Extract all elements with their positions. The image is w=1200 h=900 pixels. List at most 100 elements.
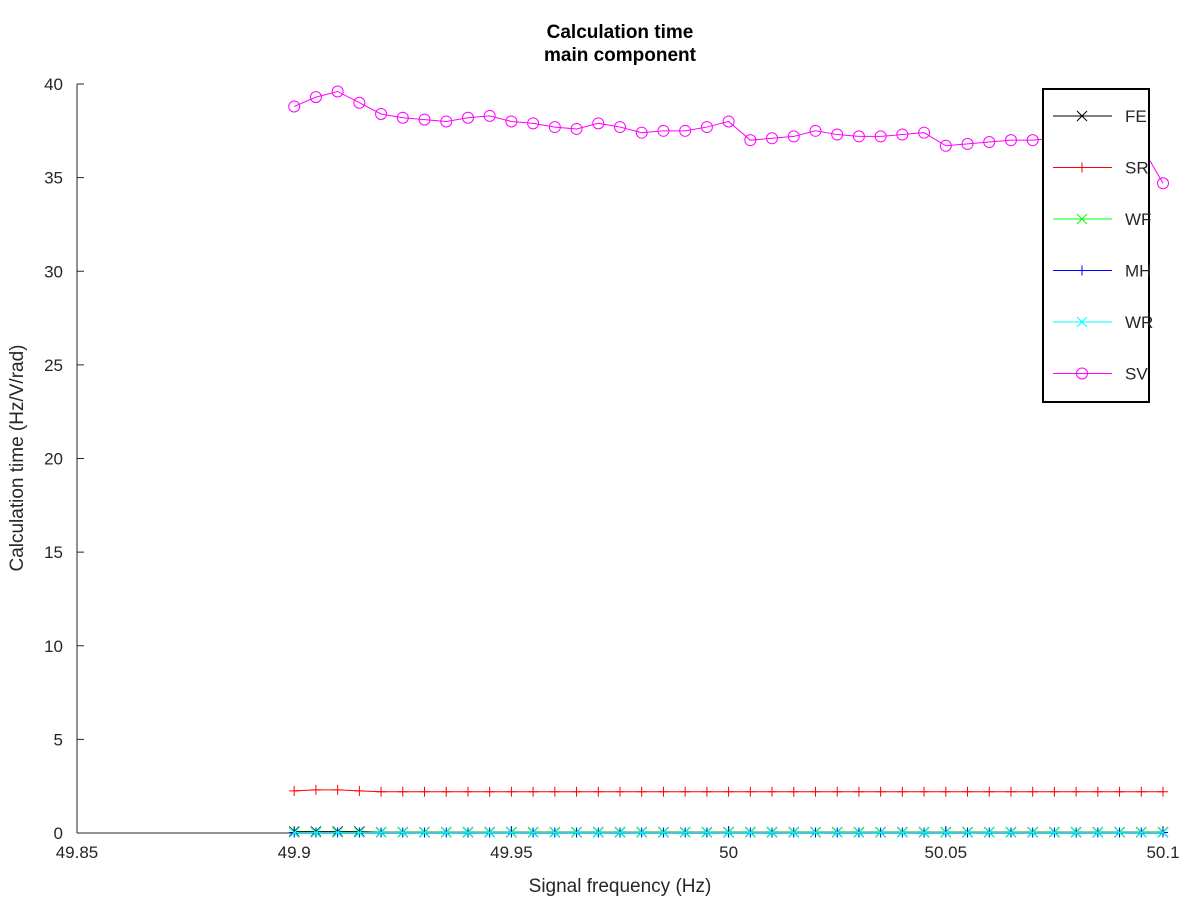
series-wr-point: [679, 827, 691, 838]
series-sv-point: [983, 136, 996, 149]
series-sv-point: [461, 111, 474, 124]
series-sv-point: [353, 96, 366, 109]
series-sr-point: [1114, 786, 1125, 797]
series-sr-point: [636, 786, 647, 797]
series-sv-point: [635, 126, 648, 139]
legend-swatch-marker: [1076, 367, 1088, 380]
series-sr-point: [788, 786, 799, 797]
series-sv-point: [570, 122, 583, 135]
series-wr-point: [484, 827, 496, 838]
series-sr-point: [984, 786, 995, 797]
series-sv-point: [809, 124, 822, 137]
series-sr-point: [810, 786, 821, 797]
series-sr-point: [289, 785, 300, 796]
series-wr: [288, 827, 1169, 838]
series-sr-point: [767, 786, 778, 797]
series-sr-point: [1158, 786, 1168, 797]
tick-marks: 49.85 49.9 49.95 50 50.05 50.1 0 5 10 15 20 25 30 35 4…: [44, 75, 1179, 862]
series-wr-point: [527, 827, 539, 838]
series-wr-point: [1092, 827, 1104, 838]
x-tick-label: 50: [719, 843, 738, 862]
series-wr-point: [592, 827, 604, 838]
legend-entry-fe: FE: [1053, 107, 1147, 126]
series-sv-point: [1157, 177, 1169, 190]
series-sr-point: [832, 786, 843, 797]
series-sr-point: [723, 786, 734, 797]
series-sr-point: [310, 784, 321, 795]
y-tick-label: 15: [44, 543, 63, 562]
series-wr-point: [1157, 827, 1169, 838]
series-sv-point: [440, 115, 453, 128]
x-tick-label: 49.85: [56, 843, 99, 862]
legend-entry-mh: MH: [1053, 262, 1151, 281]
legend-label-fe: FE: [1125, 107, 1147, 126]
series-sr-point: [1092, 786, 1103, 797]
legend-entry-wr: WR: [1053, 313, 1153, 332]
series-wr-point: [354, 827, 365, 838]
series-wr-point: [788, 827, 800, 838]
y-tick-label: 5: [54, 730, 63, 749]
series-sv-point: [375, 107, 388, 120]
series-sv-point: [614, 121, 626, 134]
series-sr-point: [940, 786, 951, 797]
series-wr-point: [549, 827, 561, 838]
chart-title-line-1: Calculation time: [547, 22, 694, 43]
series-wr-point: [1114, 827, 1125, 838]
series-wr-point: [397, 827, 409, 838]
series-sv-point: [939, 139, 952, 152]
series-sr-point: [593, 786, 604, 797]
series-sr-point: [376, 786, 387, 797]
series-sr-point: [1005, 786, 1016, 797]
series-wr-point: [701, 827, 713, 838]
series-sv-point: [505, 115, 518, 128]
series-sr-point: [853, 786, 864, 797]
series-wr-point: [897, 827, 908, 838]
legend-entry-sv: SV: [1053, 365, 1148, 384]
x-tick-label: 50.05: [925, 843, 968, 862]
series-sr-point: [1049, 786, 1060, 797]
series-sv-point: [679, 124, 692, 137]
series-wr-point: [983, 827, 995, 838]
series-wr-point: [918, 827, 930, 838]
series-sr-point: [745, 786, 756, 797]
series-sv-point: [527, 117, 540, 130]
series-sv-point: [831, 128, 844, 141]
series-sv-point: [288, 100, 301, 113]
series-sr-point: [441, 786, 452, 797]
series-sv-point: [309, 91, 322, 104]
series-sv-point: [852, 130, 865, 143]
series-wr-point: [831, 827, 843, 838]
series-wr-point: [940, 827, 952, 838]
y-axis-label: Calculation time (Hz/V/rad): [7, 344, 28, 571]
series-wr-point: [332, 827, 343, 838]
plot-axes: [76, 84, 1163, 834]
legend-label-sv: SV: [1125, 365, 1148, 384]
series-sv-point: [418, 113, 431, 126]
series-wr-point: [419, 827, 430, 838]
series-wr-point: [810, 827, 821, 838]
series-sr-point: [549, 786, 560, 797]
y-tick-label: 40: [44, 75, 63, 94]
x-tick-label: 49.9: [278, 843, 311, 862]
series-sv-line: [294, 90, 1164, 184]
series-sr-point: [919, 786, 930, 797]
series-sr-point: [658, 786, 669, 797]
data-series: [288, 85, 1169, 838]
legend-label-wr: WR: [1125, 313, 1153, 332]
chart-title-line-2: main component: [544, 45, 697, 66]
series-wr-point: [614, 827, 626, 838]
y-tick-label: 10: [44, 637, 63, 656]
series-sr-point: [680, 786, 691, 797]
series-wr-point: [962, 827, 973, 838]
series-sr: [289, 784, 1168, 797]
series-sr-point: [506, 786, 517, 797]
series-sr-point: [701, 786, 712, 797]
y-tick-label: 25: [44, 356, 63, 375]
series-wr-point: [1005, 827, 1017, 838]
series-sv-point: [874, 130, 887, 143]
series-sr-point: [419, 786, 430, 797]
legend-label-mh: MH: [1125, 262, 1151, 281]
legend-label-sr: SR: [1125, 159, 1149, 178]
legend-entry-sr: SR: [1053, 159, 1149, 178]
